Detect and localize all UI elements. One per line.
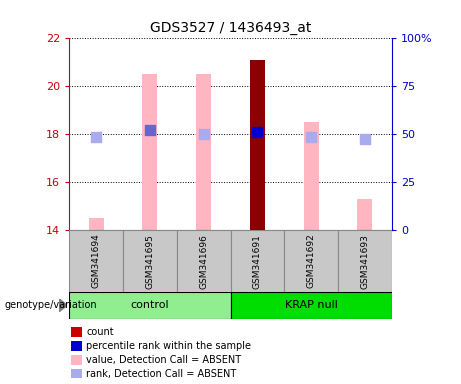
Point: [361, 136, 369, 142]
Text: GSM341696: GSM341696: [199, 234, 208, 288]
FancyBboxPatch shape: [123, 230, 177, 292]
Text: GSM341694: GSM341694: [92, 234, 100, 288]
Text: GSM341695: GSM341695: [145, 234, 154, 288]
Text: GSM341692: GSM341692: [307, 234, 316, 288]
Text: control: control: [130, 300, 169, 310]
Text: genotype/variation: genotype/variation: [5, 300, 97, 310]
Point: [92, 134, 100, 140]
FancyBboxPatch shape: [69, 292, 230, 319]
Bar: [196, 74, 211, 230]
FancyBboxPatch shape: [69, 230, 123, 292]
Text: count: count: [86, 327, 114, 337]
Point: [200, 131, 207, 137]
Bar: [142, 74, 157, 230]
Polygon shape: [59, 299, 67, 312]
Title: GDS3527 / 1436493_at: GDS3527 / 1436493_at: [150, 21, 311, 35]
Point: [146, 127, 154, 133]
Bar: [357, 199, 372, 230]
Text: rank, Detection Call = ABSENT: rank, Detection Call = ABSENT: [86, 369, 236, 379]
FancyBboxPatch shape: [284, 230, 338, 292]
Text: percentile rank within the sample: percentile rank within the sample: [86, 341, 251, 351]
Text: GSM341693: GSM341693: [361, 234, 369, 288]
Text: value, Detection Call = ABSENT: value, Detection Call = ABSENT: [86, 355, 241, 365]
FancyBboxPatch shape: [230, 230, 284, 292]
FancyBboxPatch shape: [230, 292, 392, 319]
Text: KRAP null: KRAP null: [285, 300, 337, 310]
Bar: [89, 218, 104, 230]
FancyBboxPatch shape: [177, 230, 230, 292]
FancyBboxPatch shape: [338, 230, 392, 292]
Text: GSM341691: GSM341691: [253, 234, 262, 288]
Bar: [250, 60, 265, 230]
Point: [254, 129, 261, 135]
Bar: [304, 122, 319, 230]
Point: [307, 134, 315, 140]
